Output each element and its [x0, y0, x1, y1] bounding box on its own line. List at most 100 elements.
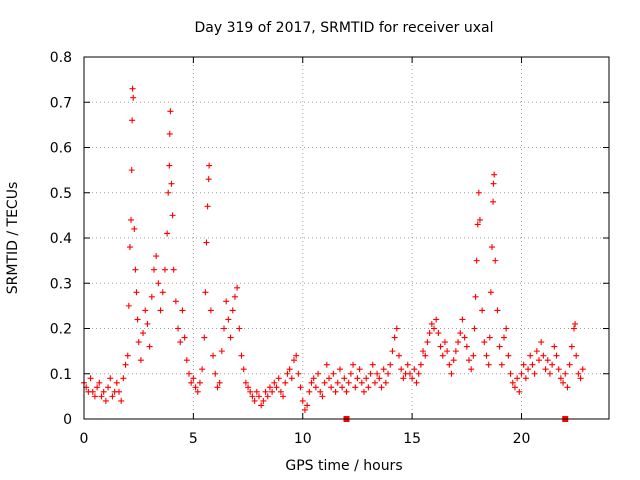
data-point	[277, 388, 284, 395]
data-point	[98, 393, 105, 400]
data-point	[341, 375, 348, 382]
data-point	[133, 289, 140, 296]
data-point	[260, 397, 267, 404]
data-point	[361, 388, 367, 395]
data-point	[167, 108, 174, 115]
y-tick-label: 0.3	[50, 276, 72, 292]
data-point	[503, 325, 510, 332]
data-point	[486, 334, 493, 341]
data-point	[128, 167, 135, 174]
data-point	[164, 230, 171, 237]
data-point	[413, 379, 420, 386]
data-point	[441, 339, 448, 346]
data-point	[203, 239, 210, 246]
data-point	[481, 339, 488, 346]
plot-frame	[83, 56, 610, 420]
data-point	[553, 352, 560, 359]
data-point	[188, 379, 195, 386]
data-point	[378, 384, 385, 391]
data-point	[293, 352, 300, 359]
data-point	[129, 85, 136, 92]
data-point	[122, 361, 129, 368]
data-point	[398, 366, 405, 373]
data-point	[459, 316, 466, 323]
data-point	[433, 316, 440, 323]
data-point	[308, 379, 315, 386]
data-point	[328, 384, 335, 391]
data-point	[356, 366, 363, 373]
data-point	[142, 307, 149, 314]
data-point	[225, 316, 232, 323]
data-point	[207, 307, 214, 314]
data-point	[118, 397, 125, 404]
data-point	[221, 325, 227, 332]
data-point	[266, 384, 273, 391]
data-point	[564, 384, 571, 391]
data-point	[457, 330, 464, 337]
data-point	[210, 352, 217, 359]
y-tick-label: 0.1	[50, 367, 72, 383]
data-point	[490, 198, 497, 205]
y-tick-label: 0.8	[50, 50, 72, 66]
data-point	[487, 289, 494, 296]
data-point	[491, 171, 498, 178]
y-tick-label: 0.2	[50, 322, 72, 338]
chart-title: Day 319 of 2017, SRMTID for receiver uxa…	[194, 20, 493, 36]
data-point	[323, 361, 330, 368]
data-point	[216, 379, 223, 386]
data-point	[304, 402, 311, 409]
data-point	[363, 375, 370, 382]
data-point	[105, 384, 112, 391]
data-point	[168, 180, 175, 187]
data-point	[161, 266, 168, 273]
data-point	[194, 388, 201, 395]
data-point	[505, 352, 512, 359]
data-point	[409, 375, 416, 382]
data-point	[288, 375, 295, 382]
data-point	[369, 361, 376, 368]
data-point	[319, 393, 326, 400]
data-point	[374, 370, 381, 377]
data-point	[181, 334, 188, 341]
data-point	[258, 402, 265, 409]
data-point	[253, 388, 260, 395]
data-point	[358, 379, 365, 386]
data-point	[474, 221, 481, 228]
data-point	[151, 266, 157, 273]
data-point	[452, 348, 459, 355]
data-point	[371, 379, 378, 386]
data-point	[148, 293, 155, 300]
data-point	[275, 375, 282, 382]
data-point	[273, 384, 280, 391]
data-point	[520, 361, 527, 368]
data-point	[231, 293, 238, 300]
data-point	[205, 176, 212, 183]
data-point	[240, 366, 247, 373]
data-point	[295, 370, 302, 377]
data-point	[387, 361, 394, 368]
data-point	[431, 325, 437, 332]
data-point	[282, 379, 289, 386]
data-point	[455, 339, 462, 346]
data-point	[229, 307, 236, 314]
data-point	[336, 366, 343, 373]
data-point	[321, 379, 328, 386]
data-point	[245, 384, 252, 391]
x-tick-label: 0	[80, 431, 89, 447]
data-point	[262, 388, 269, 395]
data-point	[579, 366, 586, 373]
data-point	[227, 334, 234, 341]
data-point	[411, 366, 418, 373]
data-point	[126, 244, 133, 251]
data-point	[501, 334, 507, 341]
data-point	[507, 370, 514, 377]
data-point	[471, 325, 478, 332]
data-point	[202, 289, 209, 296]
data-point	[525, 366, 532, 373]
data-point	[247, 388, 254, 395]
data-point	[415, 370, 422, 377]
data-point	[490, 180, 497, 187]
data-point	[100, 388, 107, 395]
data-point	[264, 393, 271, 400]
data-point	[109, 393, 116, 400]
